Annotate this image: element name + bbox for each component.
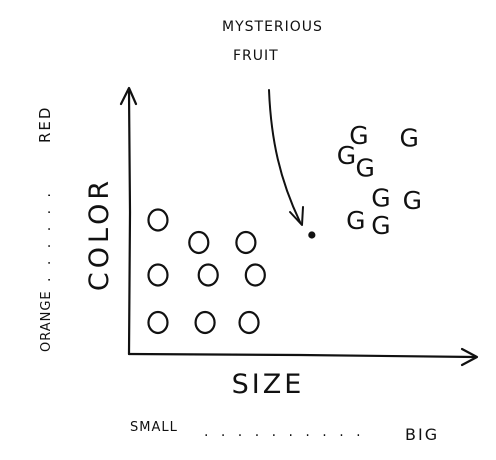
orange-point (147, 263, 169, 287)
grapefruit-point: G (356, 154, 375, 183)
grapefruit-point: G (349, 121, 368, 150)
grapefruit-point: G (371, 211, 390, 240)
y-scale-low-label: ORANGE (39, 290, 54, 352)
grapefruit-point: G (399, 124, 418, 153)
mystery-point (308, 231, 316, 239)
annotation-line-1: MYSTERIOUS (222, 19, 323, 35)
annotation-line-2: FRUIT (233, 48, 279, 64)
x-axis-arrowhead (460, 347, 479, 367)
annotation-arrow (268, 89, 301, 223)
orange-point (194, 310, 216, 335)
orange-point (188, 230, 210, 255)
y-axis-label: COLOR (84, 177, 115, 291)
chart-marks: GG GGG GG G (147, 121, 422, 335)
y-axis (127, 90, 132, 356)
x-scale-high-label: BIG (405, 425, 439, 444)
x-scale-dots: . . . . . . . . . . (204, 424, 365, 440)
grapefruit-point: G (403, 186, 422, 215)
orange-point (244, 263, 266, 287)
orange-point (235, 230, 257, 255)
grapefruit-point: G (346, 206, 365, 235)
y-scale-high-label: RED (36, 106, 54, 143)
annotation-arrowhead (289, 206, 304, 226)
y-axis-arrowhead (119, 86, 138, 106)
y-scale-dots: . . . . . . (38, 189, 54, 282)
orange-point (147, 310, 169, 335)
orange-point (197, 263, 219, 287)
x-axis (127, 352, 477, 359)
orange-point (147, 208, 169, 232)
grapefruit-point: G (337, 141, 356, 170)
x-axis-label: SIZE (232, 369, 305, 400)
orange-point (238, 310, 260, 335)
grapefruit-point: G (371, 184, 390, 213)
x-scale-low-label: SMALL (130, 420, 178, 435)
